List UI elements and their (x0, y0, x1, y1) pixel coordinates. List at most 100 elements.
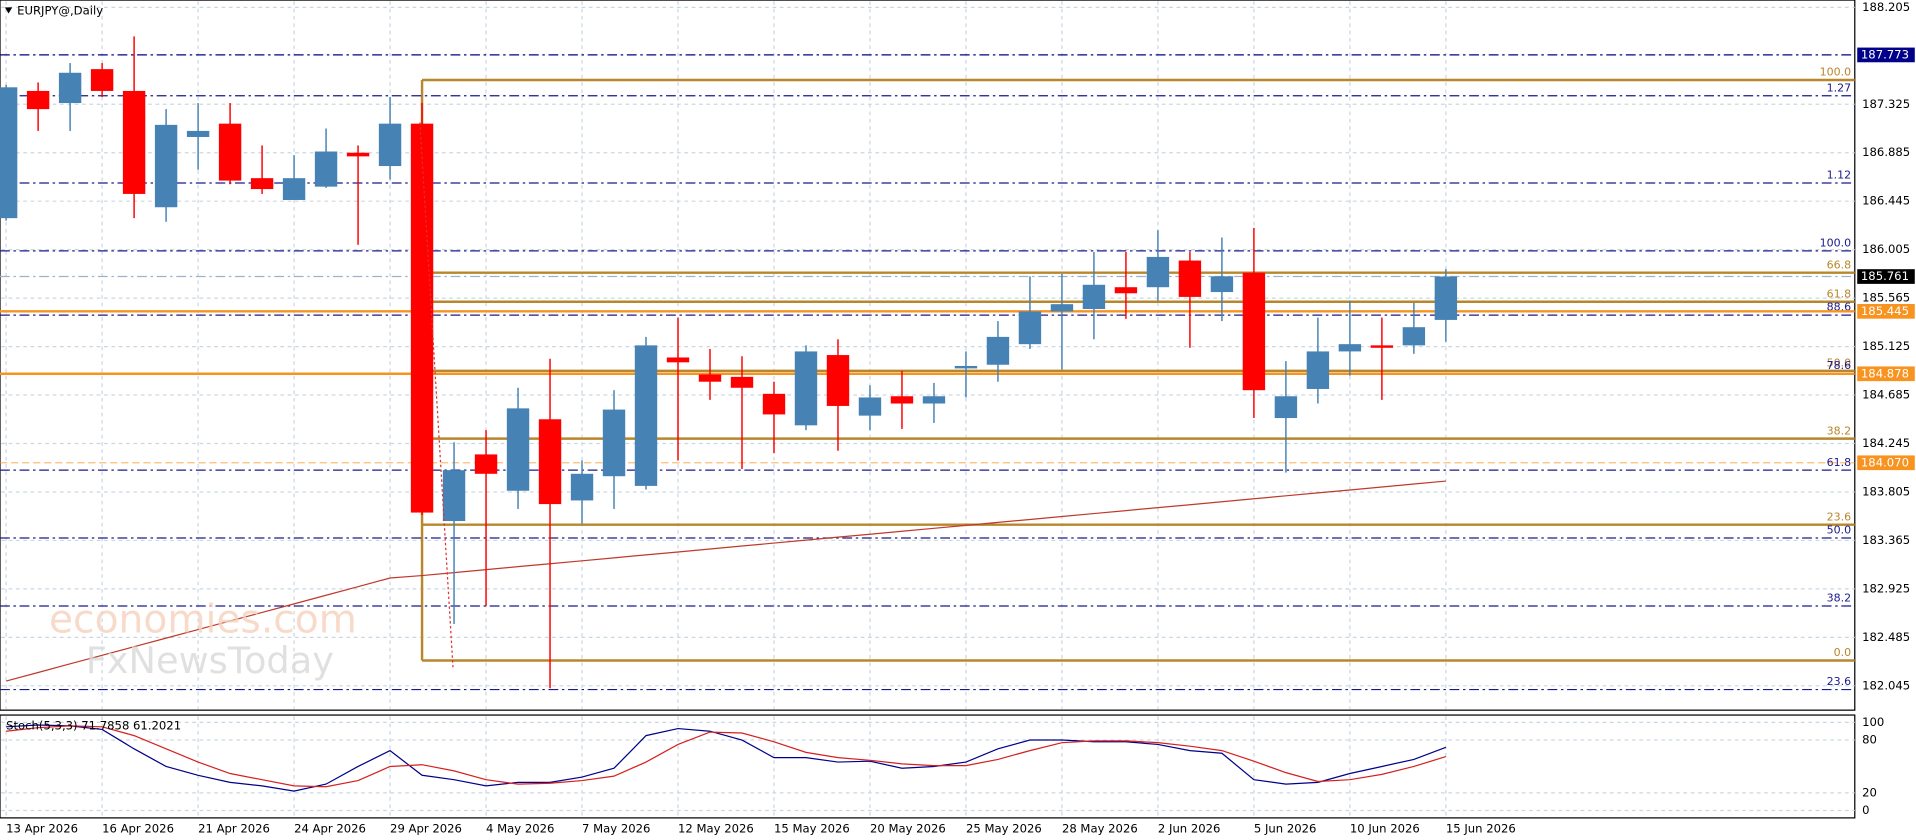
candle-body (762, 393, 786, 415)
candle-body (1178, 260, 1202, 297)
x-tick-label: 29 Apr 2026 (390, 821, 462, 835)
y-tick-label: 182.485 (1862, 630, 1910, 644)
candle-body (0, 87, 18, 219)
y-tick-label: 184.245 (1862, 436, 1910, 450)
candle-body (794, 351, 818, 426)
candle-body (1018, 311, 1042, 345)
candle-body (1370, 345, 1394, 348)
price-label: 184.878 (1861, 366, 1909, 380)
fib-label: 100.0 (1820, 66, 1852, 79)
candle-body (922, 396, 946, 404)
y-tick-label: 185.125 (1862, 339, 1910, 353)
candle-body (602, 409, 626, 477)
candle-body (1402, 327, 1426, 346)
stoch-title: Stoch(5,3,3) 71.7858 61.2021 (6, 719, 181, 733)
candle-body (858, 397, 882, 416)
fib-label: 50.0 (1827, 524, 1852, 537)
candle-body (634, 345, 658, 486)
candle-body (1306, 351, 1330, 389)
price-label-box (1857, 455, 1915, 471)
candle-body (890, 396, 914, 404)
candle-body (186, 130, 210, 137)
x-tick-label: 28 May 2026 (1062, 821, 1138, 835)
candle-body (538, 419, 562, 505)
y-tick-label: 186.885 (1862, 145, 1910, 159)
candle-body (154, 124, 178, 208)
fib-label: 38.2 (1827, 424, 1852, 437)
x-tick-label: 2 Jun 2026 (1158, 821, 1221, 835)
candle-body (314, 151, 338, 187)
candle-body (474, 454, 498, 474)
candle-body (250, 178, 274, 190)
y-tick-label: 187.325 (1862, 97, 1910, 111)
y-tick-label: 182.925 (1862, 581, 1910, 595)
stoch-line (6, 724, 1447, 792)
fib-label: 1.12 (1827, 169, 1852, 182)
chart-title: EURJPY@,Daily (17, 4, 103, 18)
x-tick-label: 13 Apr 2026 (6, 821, 78, 835)
candle-body (1434, 276, 1458, 320)
candle-body (1050, 304, 1074, 312)
candle-body (218, 123, 242, 181)
y-tick-label: 184.685 (1862, 388, 1910, 402)
price-label: 184.070 (1861, 455, 1909, 469)
candle-body (826, 355, 850, 406)
fib-label: 100.0 (1820, 237, 1852, 250)
x-tick-label: 24 Apr 2026 (294, 821, 366, 835)
x-tick-label: 20 May 2026 (870, 821, 946, 835)
y-tick-label: 0 (1862, 803, 1869, 817)
x-tick-label: 10 Jun 2026 (1350, 821, 1420, 835)
y-tick-label: 183.805 (1862, 484, 1910, 498)
stoch-line (6, 725, 1447, 788)
x-tick-label: 12 May 2026 (678, 821, 754, 835)
candle-body (58, 72, 82, 104)
candle-body (730, 376, 754, 388)
candle-body (666, 357, 690, 363)
fib-label: 66.8 (1827, 258, 1852, 271)
candle-body (698, 374, 722, 382)
candle-body (346, 152, 370, 157)
fib-label: 23.6 (1827, 510, 1852, 523)
moving-average (5, 480, 1446, 682)
candle-body (1146, 256, 1170, 288)
candle-body (954, 365, 978, 369)
fib-label: 78.6 (1827, 359, 1852, 372)
candle-body (1114, 287, 1138, 294)
fib-label: 61.8 (1827, 287, 1852, 300)
fib-label: 61.8 (1827, 456, 1852, 469)
candle-body (1242, 272, 1266, 391)
candle-body (282, 178, 306, 200)
price-label-box (1857, 269, 1915, 284)
y-tick-label: 186.445 (1862, 194, 1910, 208)
x-tick-label: 15 Jun 2026 (1446, 821, 1516, 835)
fib-label: 50.0 (1827, 356, 1852, 369)
candle-body (506, 408, 530, 491)
candle-body (26, 90, 50, 110)
x-tick-label: 16 Apr 2026 (102, 821, 174, 835)
x-tick-label: 4 May 2026 (486, 821, 554, 835)
y-tick-label: 80 (1862, 733, 1877, 747)
price-label: 185.761 (1861, 269, 1909, 283)
price-label-box (1857, 303, 1915, 319)
candle-body (1338, 344, 1362, 352)
menu-arrow[interactable] (4, 7, 13, 14)
candle-body (1082, 284, 1106, 310)
price-pane (0, 0, 1856, 711)
fib-label: 0.0 (1834, 646, 1852, 659)
x-tick-label: 21 Apr 2026 (198, 821, 270, 835)
price-label: 187.773 (1861, 47, 1909, 61)
y-tick-label: 183.365 (1862, 533, 1910, 547)
watermark: FxNewsToday (86, 639, 334, 682)
y-tick-label: 186.005 (1862, 242, 1910, 256)
y-tick-label: 185.565 (1862, 291, 1910, 305)
candle-body (1210, 276, 1234, 293)
candle-body (1274, 396, 1298, 419)
x-tick-label: 7 May 2026 (582, 821, 650, 835)
price-label-box (1857, 47, 1915, 63)
candle-body (442, 470, 466, 522)
fib-label: 23.6 (1827, 675, 1852, 688)
x-tick-label: 15 May 2026 (774, 821, 850, 835)
candle-body (90, 69, 114, 91)
